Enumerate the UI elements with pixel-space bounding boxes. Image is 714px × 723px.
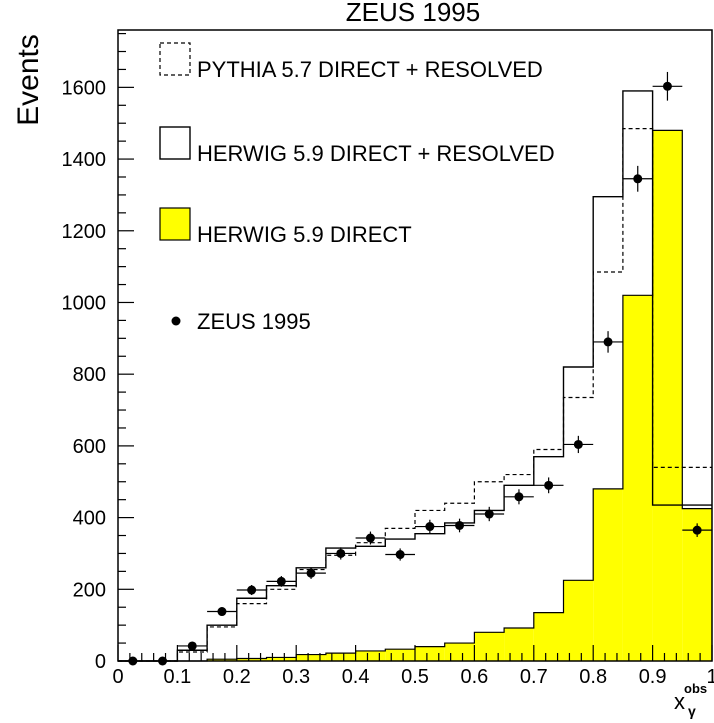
plot-area [118, 71, 712, 666]
x-tick-label: 0 [112, 666, 123, 688]
legend-label-zeus: ZEUS 1995 [197, 309, 311, 334]
x-tick-label: 0.2 [223, 666, 251, 688]
legend-symbol-pythia [159, 42, 191, 76]
data-point-19 [692, 525, 702, 535]
direct-bar-18 [652, 130, 683, 662]
legend-symbol-direct [159, 207, 191, 241]
direct-bar-8 [355, 650, 386, 661]
data-point-15 [573, 439, 583, 449]
y-tick-label: 200 [73, 579, 106, 601]
data-point-16 [603, 337, 613, 347]
x-tick-label: 0.9 [639, 666, 667, 688]
data-point-11 [455, 520, 465, 530]
direct-bar-3 [207, 659, 237, 661]
legend-symbol-herwig [159, 126, 191, 160]
direct-histogram-outline [118, 129, 712, 662]
data-point-7 [336, 548, 346, 558]
direct-bar-15 [563, 580, 594, 661]
data-point-9 [395, 550, 405, 560]
data-point-10 [425, 522, 435, 532]
y-tick-label: 800 [73, 364, 106, 386]
x-tick-label: 0.4 [342, 666, 370, 688]
y-tick-label: 1600 [62, 77, 107, 99]
x-axis-label-main: x [674, 689, 685, 714]
legend-symbol-zeus [171, 316, 181, 326]
direct-bar-9 [385, 649, 415, 661]
y-tick-label: 1000 [62, 292, 107, 314]
x-tick-label: 0.5 [401, 666, 429, 688]
data-point-8 [365, 533, 375, 543]
legend-label-herwig: HERWIG 5.9 DIRECT + RESOLVED [197, 141, 555, 166]
axes: 0 200 400 600 800 1000 1200 1400 1600 0 0.1 0.2 0.3 0… [62, 29, 714, 688]
x-tick-label: 0.7 [520, 666, 548, 688]
direct-bar-16 [593, 488, 623, 661]
herwig-histogram-line [118, 90, 712, 662]
x-tick-label: 0.8 [579, 666, 607, 688]
y-tick-label: 400 [73, 508, 106, 530]
data-point-3 [217, 607, 227, 617]
x-tick-label: 1 [706, 666, 714, 688]
direct-bar-6 [296, 654, 326, 661]
x-tick-label: 0.3 [282, 666, 310, 688]
data-point-6 [306, 568, 316, 578]
y-tick-label: 0 [95, 651, 106, 673]
x-axis-label-superscript: obs [684, 681, 707, 696]
data-point-17 [633, 174, 643, 184]
y-tick-label: 1200 [62, 221, 107, 243]
x-tick-label: 0.6 [460, 666, 488, 688]
direct-bar-14 [533, 612, 564, 661]
y-axis-label: Events [12, 34, 45, 126]
legend: PYTHIA 5.7 DIRECT + RESOLVED HERWIG 5.9 D… [159, 42, 555, 334]
data-point-14 [544, 480, 554, 490]
x-axis-label: x γ obs [674, 681, 707, 719]
direct-bar-13 [504, 628, 534, 661]
data-point-4 [247, 585, 257, 595]
chart-title: ZEUS 1995 [346, 0, 480, 27]
y-tick-label: 600 [73, 436, 106, 458]
data-point-18 [662, 81, 672, 91]
x-axis-label-subscript: γ [688, 703, 696, 719]
data-point-2 [187, 641, 197, 651]
direct-bar-10 [415, 646, 445, 661]
data-point-13 [514, 492, 524, 502]
direct-bar-4 [236, 658, 267, 661]
direct-bar-12 [474, 632, 505, 661]
pythia-histogram-line [118, 127, 712, 662]
direct-bar-17 [622, 295, 653, 661]
y-tick-label: 1400 [62, 149, 107, 171]
data-point-12 [484, 509, 494, 519]
x-tick-label: 0.1 [163, 666, 191, 688]
direct-bar-7 [325, 653, 356, 661]
legend-label-direct: HERWIG 5.9 DIRECT [197, 222, 412, 247]
direct-bar-5 [266, 657, 297, 661]
data-point-5 [276, 576, 286, 586]
legend-label-pythia: PYTHIA 5.7 DIRECT + RESOLVED [197, 57, 543, 82]
direct-bar-11 [444, 643, 475, 661]
